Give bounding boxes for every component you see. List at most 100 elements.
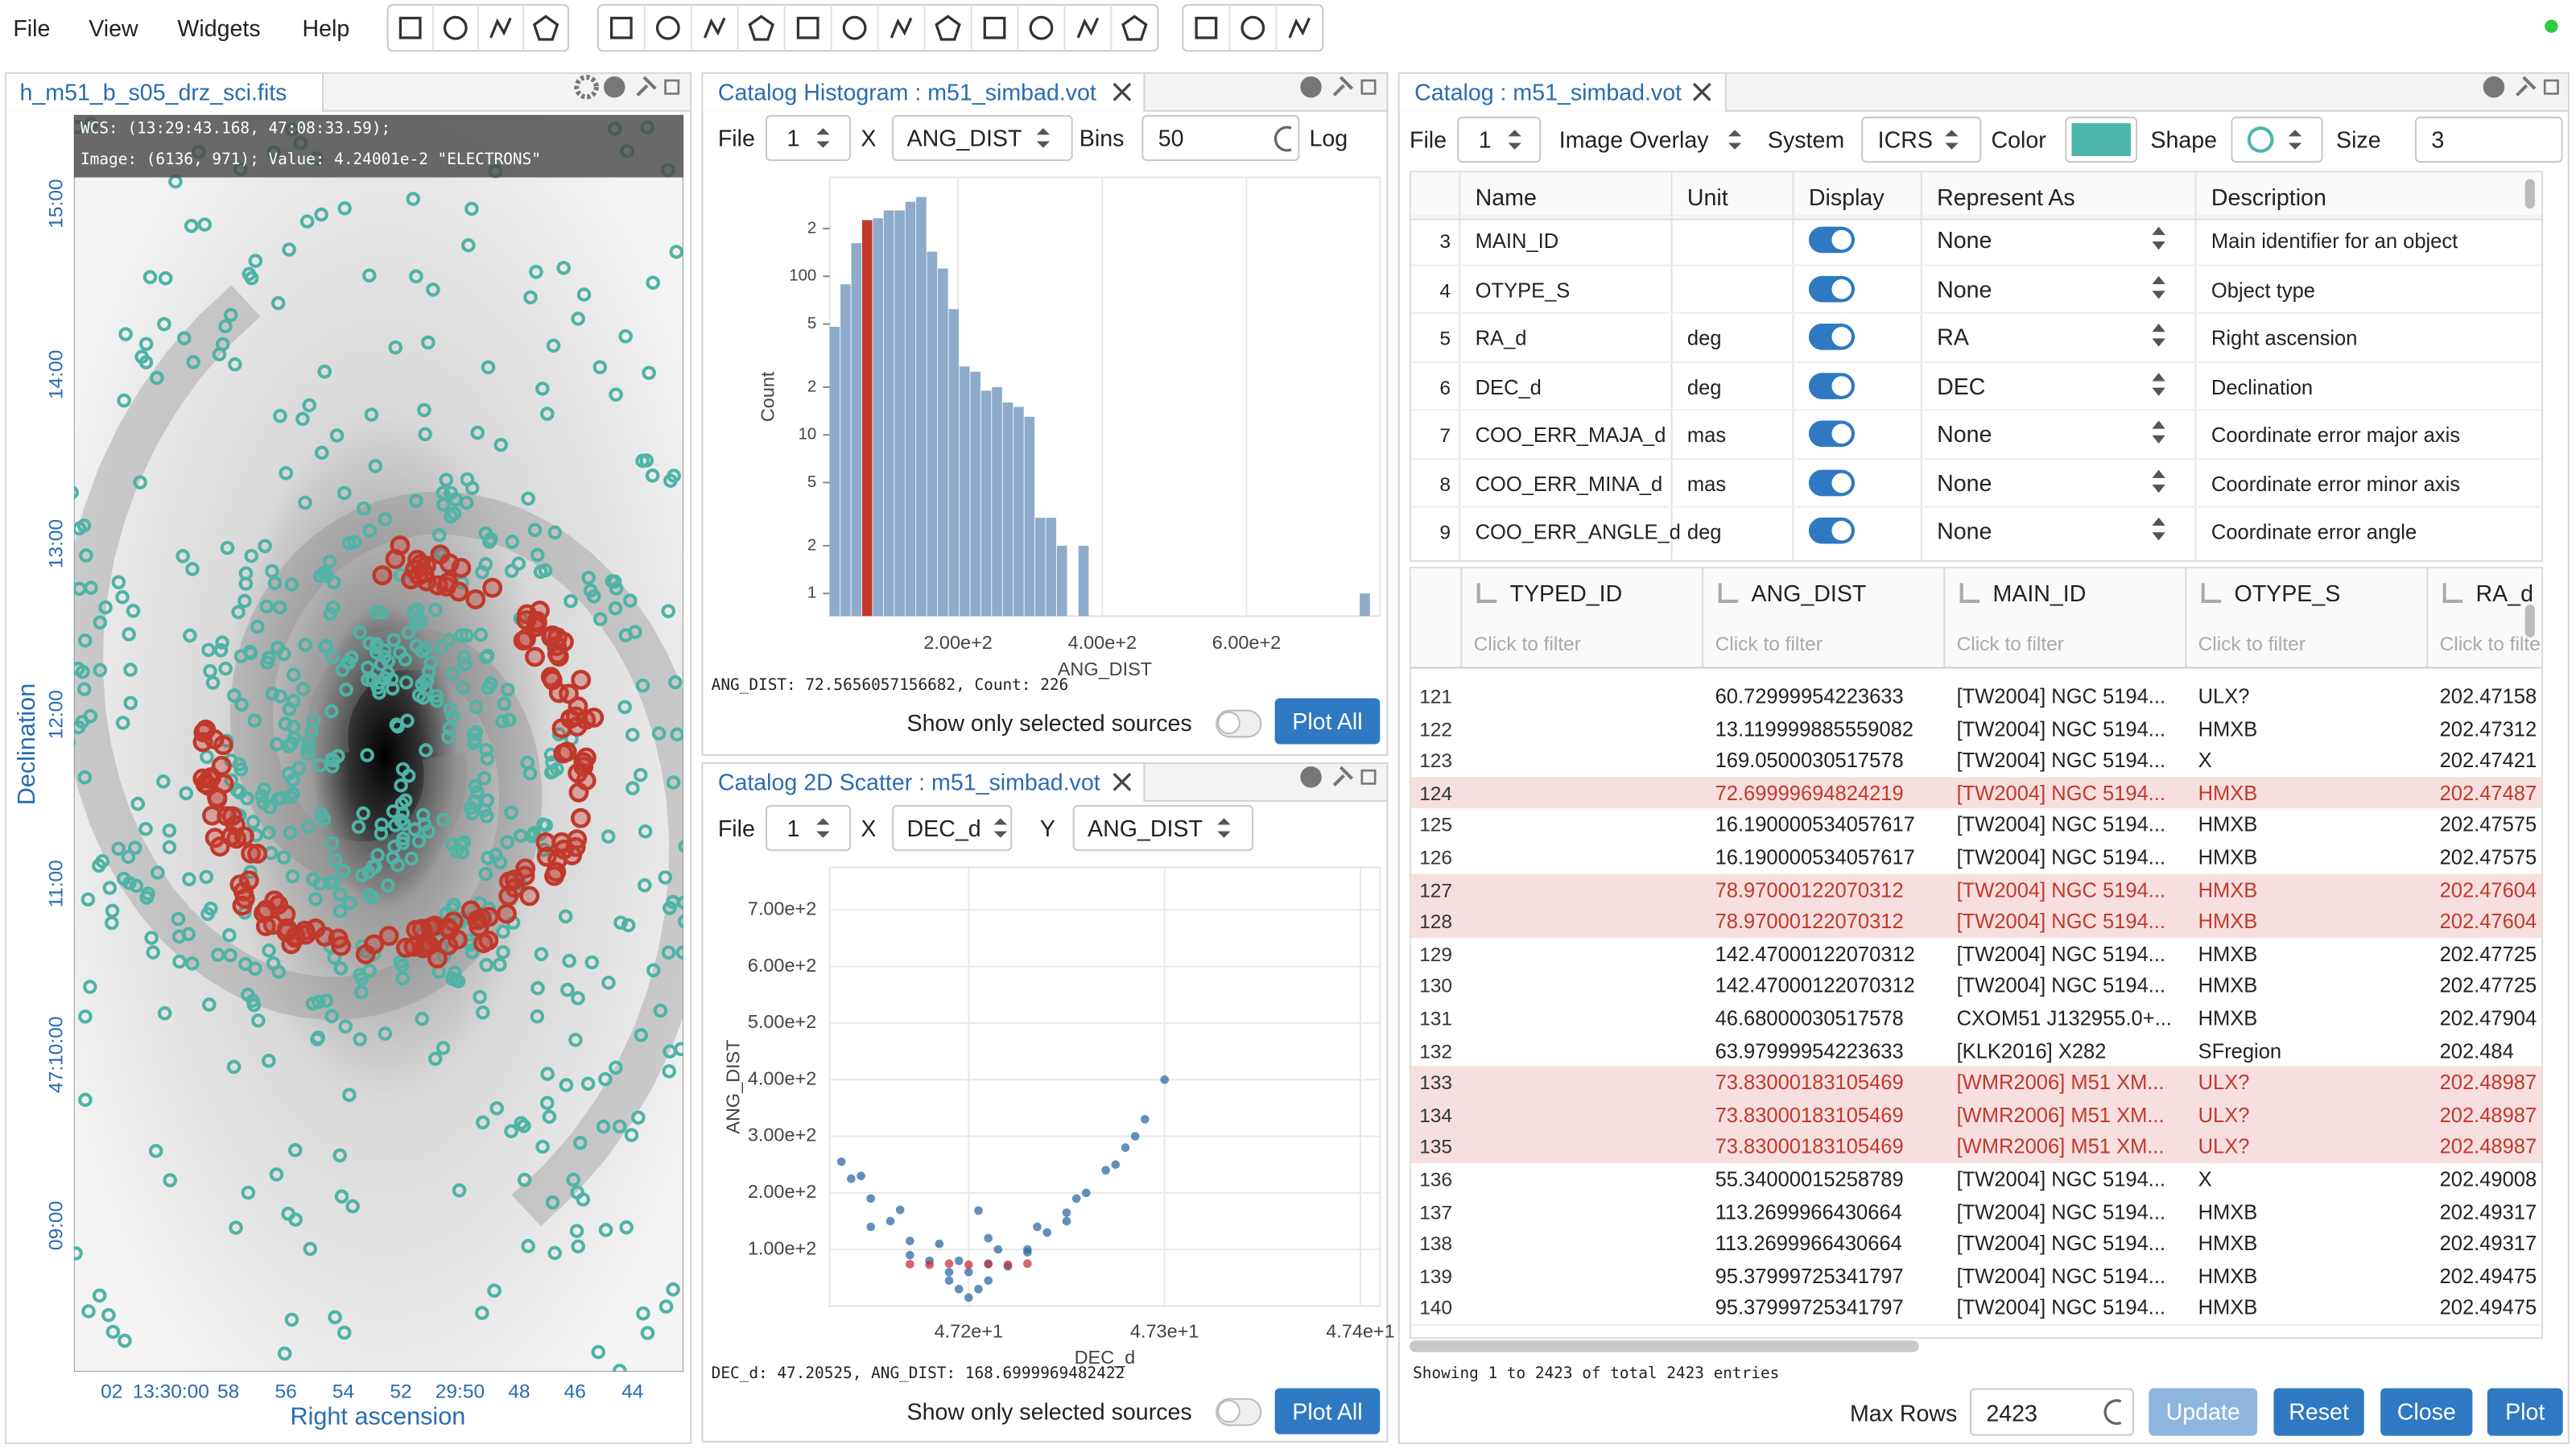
bins-input[interactable]: 50 bbox=[1141, 114, 1300, 161]
column-divider bbox=[1792, 172, 1794, 560]
sort-icon[interactable] bbox=[2442, 583, 2463, 603]
scrollbar[interactable] bbox=[1410, 1340, 1919, 1352]
column-header[interactable]: OTYPE_S bbox=[2234, 580, 2341, 607]
tool-icon[interactable] bbox=[398, 16, 422, 39]
display-toggle[interactable] bbox=[1808, 420, 1856, 448]
source-marker bbox=[336, 485, 352, 501]
overlay-select[interactable]: Image Overlay bbox=[1558, 126, 1709, 153]
table-row[interactable] bbox=[1411, 1291, 2542, 1326]
plot-all-button[interactable]: Plot All bbox=[1274, 1388, 1381, 1435]
system-select[interactable]: ICRS bbox=[1861, 116, 1982, 163]
display-toggle[interactable] bbox=[1808, 469, 1856, 496]
table-row[interactable] bbox=[1411, 1130, 2542, 1165]
select-value: ANG_DIST bbox=[1088, 815, 1203, 841]
select-value: ICRS bbox=[1877, 126, 1933, 153]
filter-input[interactable]: Click to filter bbox=[1473, 632, 1581, 656]
filter-input[interactable]: Click to filter bbox=[1715, 632, 1823, 656]
tool-icon[interactable] bbox=[1195, 16, 1218, 39]
file-select[interactable]: 1 bbox=[766, 804, 852, 852]
max-rows-input[interactable]: 2423 bbox=[1969, 1388, 2134, 1436]
table-row[interactable] bbox=[1411, 1195, 2542, 1229]
selected-source-marker bbox=[403, 936, 424, 957]
source-marker bbox=[381, 878, 395, 893]
file-select[interactable]: 1 bbox=[1457, 116, 1542, 163]
source-marker bbox=[476, 1005, 490, 1020]
represent-select[interactable]: None bbox=[1937, 226, 1992, 254]
size-input[interactable]: 3 bbox=[2414, 116, 2563, 163]
tab[interactable]: h_m51_b_s05_drz_sci.fits bbox=[6, 73, 324, 112]
bar bbox=[970, 371, 980, 617]
plot-all-button[interactable]: Plot All bbox=[1274, 698, 1381, 745]
tab[interactable]: Catalog Histogram : m51_simbad.vot bbox=[703, 73, 1146, 112]
column-divider bbox=[2185, 568, 2187, 667]
menu-item[interactable]: Help bbox=[302, 14, 350, 42]
source-marker bbox=[613, 1364, 627, 1373]
tool-icon[interactable] bbox=[796, 16, 819, 39]
sort-icon[interactable] bbox=[1476, 583, 1497, 603]
source-marker bbox=[540, 1067, 555, 1081]
source-marker bbox=[724, 841, 735, 852]
table-row[interactable] bbox=[1411, 969, 2542, 1004]
filter-input[interactable]: Click to filter bbox=[2439, 632, 2544, 656]
x-select[interactable]: ANG_DIST bbox=[892, 114, 1073, 161]
represent-select[interactable]: None bbox=[1937, 517, 1992, 544]
source-marker bbox=[493, 437, 509, 452]
scrollbar[interactable] bbox=[2524, 605, 2535, 638]
filter-input[interactable]: Click to filter bbox=[2198, 632, 2306, 656]
column-description: Coordinate error major axis bbox=[2211, 423, 2461, 448]
table-cell: 16.190000534057617 bbox=[1715, 813, 1915, 837]
close-button[interactable]: Close bbox=[2380, 1388, 2473, 1436]
select-arrows bbox=[2152, 517, 2165, 526]
source-marker bbox=[282, 242, 296, 257]
plot-button[interactable]: Plot bbox=[2487, 1388, 2563, 1436]
column-header[interactable]: ANG_DIST bbox=[1751, 580, 1867, 607]
menu-item[interactable]: File bbox=[13, 14, 51, 42]
tool-icon[interactable] bbox=[983, 16, 1006, 39]
tool-icon bbox=[1029, 15, 1054, 40]
display-toggle[interactable] bbox=[1808, 226, 1856, 254]
represent-select[interactable]: DEC bbox=[1937, 372, 1986, 398]
reset-button[interactable]: Reset bbox=[2273, 1388, 2364, 1436]
source-marker bbox=[394, 778, 408, 793]
point bbox=[964, 1267, 973, 1277]
scrollbar[interactable] bbox=[2524, 179, 2535, 209]
column-header[interactable]: RA_d bbox=[2475, 580, 2533, 607]
column-header[interactable]: TYPED_ID bbox=[1509, 580, 1623, 607]
source-marker bbox=[118, 327, 133, 341]
source-marker bbox=[461, 237, 476, 253]
menu-item[interactable]: View bbox=[89, 14, 138, 42]
row-index: 135 bbox=[1419, 1135, 1453, 1159]
y-select[interactable]: ANG_DIST bbox=[1072, 804, 1254, 852]
tool-icon[interactable] bbox=[609, 16, 633, 39]
represent-select[interactable]: None bbox=[1937, 275, 1992, 302]
display-toggle[interactable] bbox=[1808, 275, 1856, 302]
color-picker[interactable] bbox=[2065, 116, 2138, 163]
sort-icon[interactable] bbox=[1718, 583, 1739, 603]
display-toggle[interactable] bbox=[1808, 372, 1856, 398]
column-header[interactable]: MAIN_ID bbox=[1992, 580, 2087, 607]
source-marker bbox=[277, 1346, 292, 1361]
table-cell: [WMR2006] M51 XM... bbox=[1956, 1071, 2165, 1095]
update-button[interactable]: Update bbox=[2149, 1388, 2258, 1436]
menu-item[interactable]: Widgets bbox=[177, 14, 261, 42]
file-select[interactable]: 1 bbox=[766, 114, 852, 161]
filter-input[interactable]: Click to filter bbox=[1956, 632, 2064, 656]
source-marker bbox=[478, 557, 493, 572]
represent-select[interactable]: None bbox=[1937, 420, 1992, 448]
display-toggle[interactable] bbox=[1808, 517, 1856, 544]
sort-icon[interactable] bbox=[1959, 583, 1980, 603]
shape-select[interactable] bbox=[2231, 116, 2323, 163]
source-marker bbox=[98, 600, 113, 615]
source-marker bbox=[720, 913, 730, 923]
sort-icon[interactable] bbox=[2201, 583, 2222, 603]
x-select[interactable]: DEC_d bbox=[892, 804, 1013, 852]
represent-select[interactable]: None bbox=[1937, 469, 1992, 496]
table-row[interactable] bbox=[1411, 1066, 2542, 1100]
source-marker bbox=[183, 628, 197, 643]
display-toggle[interactable] bbox=[1808, 324, 1856, 350]
table-row[interactable] bbox=[1411, 840, 2542, 875]
table-row[interactable] bbox=[1411, 937, 2542, 972]
tab[interactable]: Catalog : m51_simbad.vot bbox=[1399, 73, 1727, 112]
represent-select[interactable]: RA bbox=[1937, 324, 1969, 350]
tab[interactable]: Catalog 2D Scatter : m51_simbad.vot bbox=[703, 763, 1146, 802]
